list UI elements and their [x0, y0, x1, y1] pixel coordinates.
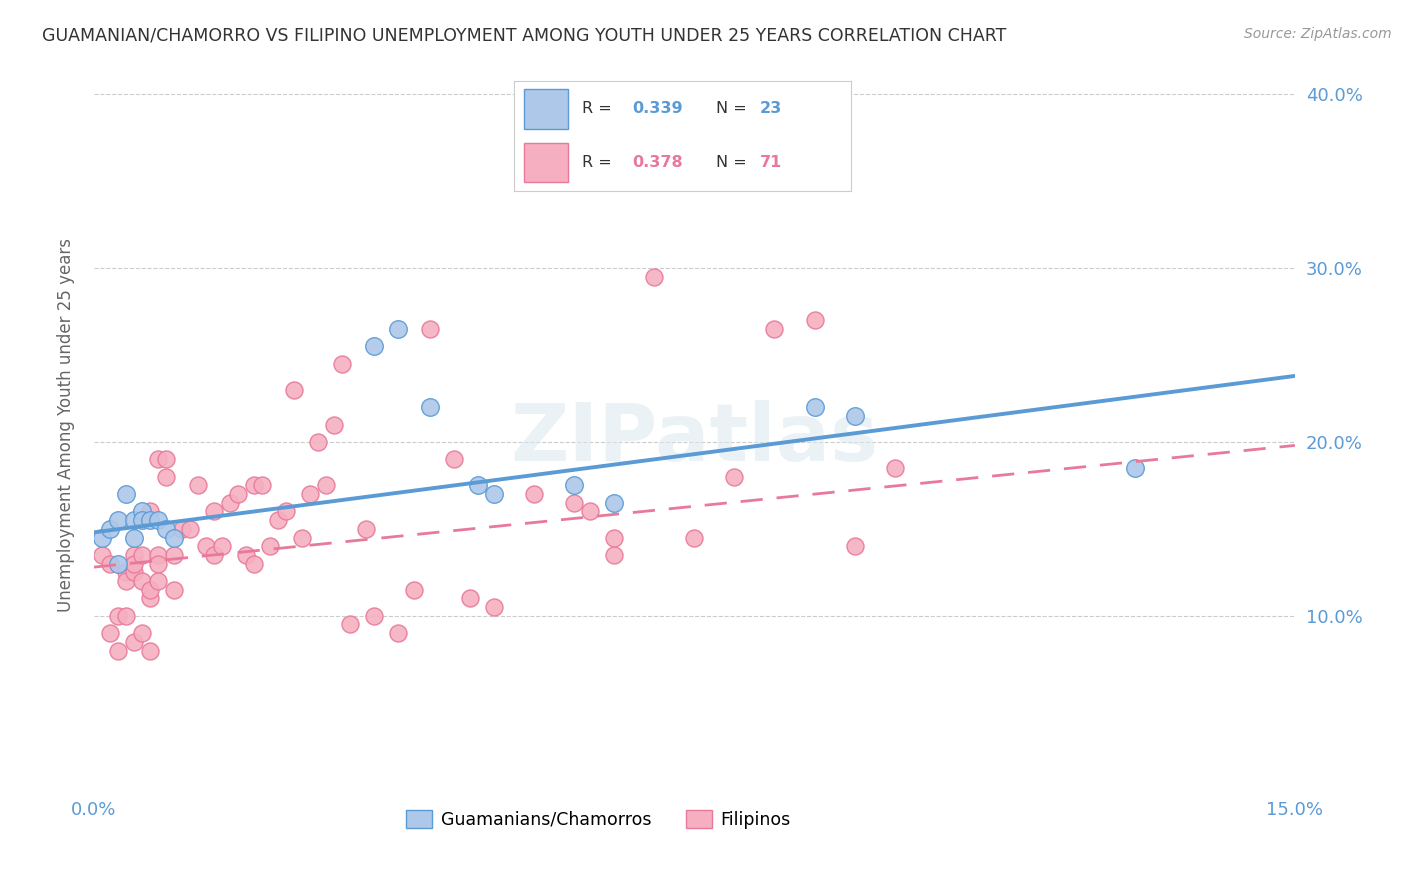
Point: [131, 513, 153, 527]
Point: [122, 548, 145, 562]
Point: [579, 504, 602, 518]
Point: [603, 496, 626, 510]
Point: [98, 626, 121, 640]
Point: [131, 626, 153, 640]
Point: [115, 574, 138, 588]
Point: [146, 548, 169, 562]
Point: [458, 591, 481, 606]
Point: [274, 504, 297, 518]
Point: [98, 557, 121, 571]
Point: [803, 401, 825, 415]
Point: [763, 322, 786, 336]
Point: [187, 478, 209, 492]
Point: [844, 409, 866, 423]
Point: [155, 452, 177, 467]
Point: [107, 643, 129, 657]
Point: [115, 487, 138, 501]
Point: [844, 539, 866, 553]
Point: [259, 539, 281, 553]
Point: [283, 383, 305, 397]
Point: [146, 452, 169, 467]
Point: [562, 478, 585, 492]
Point: [235, 548, 257, 562]
Point: [1123, 461, 1146, 475]
Legend: Guamanians/Chamorros, Filipinos: Guamanians/Chamorros, Filipinos: [399, 803, 797, 836]
Point: [363, 608, 385, 623]
Point: [643, 269, 665, 284]
Point: [315, 478, 337, 492]
Point: [484, 600, 506, 615]
Point: [98, 522, 121, 536]
Point: [211, 539, 233, 553]
Point: [219, 496, 242, 510]
Point: [387, 626, 409, 640]
Point: [122, 513, 145, 527]
Point: [323, 417, 346, 432]
Point: [146, 557, 169, 571]
Point: [115, 566, 138, 580]
Point: [155, 522, 177, 536]
Point: [131, 574, 153, 588]
Point: [202, 548, 225, 562]
Point: [122, 635, 145, 649]
Point: [131, 548, 153, 562]
Point: [139, 504, 162, 518]
Point: [419, 401, 441, 415]
Point: [250, 478, 273, 492]
Point: [467, 478, 489, 492]
Point: [115, 608, 138, 623]
Point: [267, 513, 290, 527]
Point: [523, 487, 546, 501]
Point: [91, 548, 114, 562]
Point: [139, 643, 162, 657]
Point: [723, 469, 745, 483]
Point: [122, 557, 145, 571]
Point: [139, 582, 162, 597]
Point: [107, 557, 129, 571]
Point: [131, 504, 153, 518]
Point: [163, 582, 186, 597]
Point: [883, 461, 905, 475]
Point: [419, 322, 441, 336]
Point: [91, 531, 114, 545]
Point: [443, 452, 465, 467]
Point: [603, 548, 626, 562]
Point: [387, 322, 409, 336]
Point: [163, 548, 186, 562]
Point: [339, 617, 361, 632]
Point: [107, 608, 129, 623]
Point: [404, 582, 426, 597]
Point: [330, 357, 353, 371]
Point: [107, 513, 129, 527]
Point: [170, 522, 193, 536]
Point: [243, 557, 266, 571]
Point: [603, 531, 626, 545]
Point: [683, 531, 706, 545]
Point: [307, 434, 329, 449]
Point: [803, 313, 825, 327]
Point: [226, 487, 249, 501]
Point: [122, 531, 145, 545]
Point: [562, 496, 585, 510]
Point: [139, 591, 162, 606]
Point: [363, 339, 385, 353]
Point: [202, 504, 225, 518]
Point: [354, 522, 377, 536]
Point: [122, 566, 145, 580]
Y-axis label: Unemployment Among Youth under 25 years: Unemployment Among Youth under 25 years: [58, 237, 75, 612]
Point: [291, 531, 314, 545]
Text: GUAMANIAN/CHAMORRO VS FILIPINO UNEMPLOYMENT AMONG YOUTH UNDER 25 YEARS CORRELATI: GUAMANIAN/CHAMORRO VS FILIPINO UNEMPLOYM…: [42, 27, 1007, 45]
Text: ZIPatlas: ZIPatlas: [510, 401, 879, 478]
Text: Source: ZipAtlas.com: Source: ZipAtlas.com: [1244, 27, 1392, 41]
Point: [139, 513, 162, 527]
Point: [155, 469, 177, 483]
Point: [146, 513, 169, 527]
Point: [179, 522, 201, 536]
Point: [163, 531, 186, 545]
Point: [484, 487, 506, 501]
Point: [299, 487, 322, 501]
Point: [243, 478, 266, 492]
Point: [146, 574, 169, 588]
Point: [195, 539, 218, 553]
